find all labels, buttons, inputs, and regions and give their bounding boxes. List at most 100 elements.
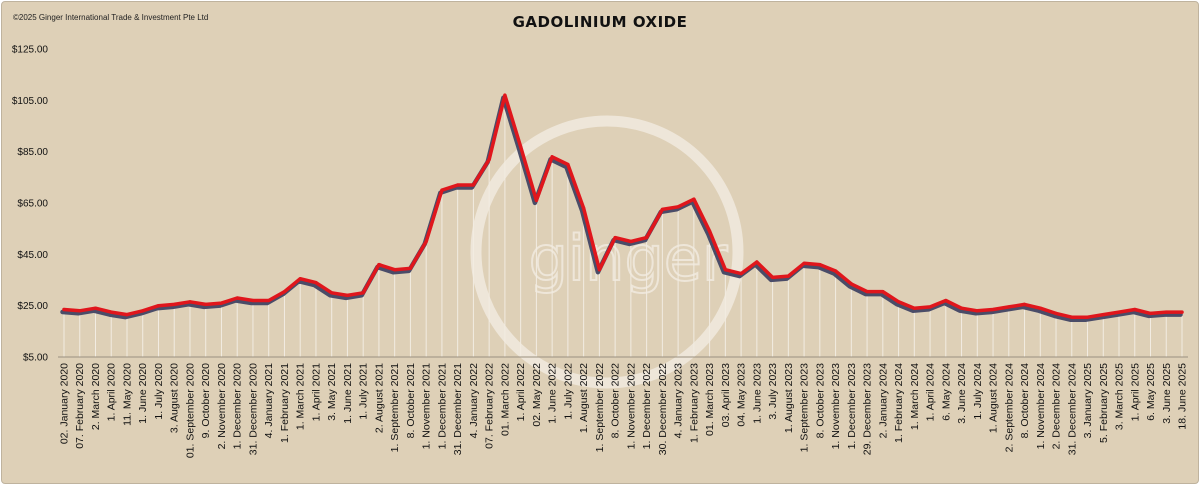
- data-point: [188, 300, 192, 304]
- data-point: [597, 268, 601, 272]
- data-point: [408, 266, 413, 271]
- data-point: [723, 268, 727, 272]
- x-tick-label: 11. May 2020: [121, 363, 133, 426]
- y-tick-label: $125.00: [12, 45, 49, 56]
- data-point: [534, 198, 538, 203]
- x-tick-label: 30. December 2022: [657, 363, 669, 455]
- x-tick-label: 2. November 2020: [216, 363, 228, 450]
- x-tick-label: 1. June 2022: [547, 363, 559, 424]
- data-point: [660, 207, 664, 212]
- x-tick-label: 01. March 2023: [704, 363, 716, 436]
- x-tick-label: 1. November 2022: [625, 363, 637, 450]
- data-point: [93, 306, 98, 310]
- y-tick-label: $45.00: [17, 250, 48, 261]
- x-tick-label: 1. April 2021: [310, 363, 322, 422]
- x-tick-label: 6. May 2025: [1145, 363, 1157, 421]
- x-tick-label: 1. August 2022: [578, 363, 590, 433]
- data-point: [440, 188, 444, 192]
- x-axis-ticks: 02. January 2020 07. February 2020 2. Marc…: [59, 363, 1189, 458]
- data-point: [1133, 307, 1137, 312]
- x-tick-label: 2. January 2024: [877, 363, 889, 438]
- y-tick-label: $65.00: [17, 199, 48, 210]
- x-tick-label: 3. July 2023: [767, 363, 779, 420]
- x-tick-label: 1. December 2020: [232, 363, 244, 450]
- data-point: [78, 309, 82, 313]
- data-point: [503, 93, 507, 97]
- watermark-ring: [470, 115, 744, 389]
- data-point: [471, 183, 476, 187]
- x-tick-label: 5. February 2025: [1098, 363, 1110, 443]
- data-point: [361, 291, 365, 295]
- data-point: [739, 271, 743, 276]
- data-point: [676, 205, 680, 209]
- data-point: [786, 274, 790, 278]
- copyright-text: ©2025 Ginger International Trade & Inves…: [13, 13, 209, 22]
- x-tick-label: 1. June 2023: [751, 363, 763, 424]
- x-tick-label: 3. January 2025: [1082, 363, 1094, 438]
- x-tick-label: 8. October 2024: [1019, 363, 1031, 438]
- x-tick-label: 1. February 2021: [279, 363, 291, 443]
- data-point: [235, 296, 239, 300]
- x-tick-label: 1. November 2021: [421, 363, 433, 450]
- data-point: [928, 305, 932, 309]
- x-tick-label: 1. April 2025: [1129, 363, 1141, 422]
- data-point: [282, 289, 287, 294]
- x-tick-label: 1. June 2020: [137, 363, 149, 424]
- data-point: [487, 157, 491, 161]
- watermark: ginger: [470, 115, 744, 389]
- x-tick-label: 1. September 2021: [389, 363, 401, 452]
- x-tick-label: 3. August 2020: [169, 363, 181, 433]
- data-point: [345, 293, 350, 297]
- data-point: [1101, 313, 1105, 317]
- data-point: [944, 298, 948, 303]
- x-tick-label: 1. February 2024: [893, 363, 905, 443]
- x-tick-label: 1. March 2024: [909, 363, 921, 430]
- data-point: [1070, 315, 1074, 319]
- x-tick-label: 31. December 2024: [1066, 363, 1078, 455]
- chart-title: GADOLINIUM OXIDE: [512, 13, 688, 31]
- data-point: [1085, 315, 1090, 319]
- series-line: [62, 93, 1184, 319]
- x-tick-label: 1. December 2021: [436, 363, 448, 450]
- x-tick-label: 04. May 2023: [736, 363, 748, 427]
- watermark-text: ginger: [529, 222, 728, 295]
- y-axis-ticks: $5.00 $25.00 $45.00 $65.00 $85.00 $105.00 $125…: [12, 45, 49, 364]
- x-tick-label: 3. March 2025: [1114, 363, 1126, 430]
- data-point: [219, 301, 224, 305]
- data-point: [912, 306, 916, 310]
- x-tick-label: 1. July 2024: [972, 363, 984, 420]
- x-tick-label: 6. May 2024: [940, 363, 952, 421]
- x-tick-label: 07. February 2020: [74, 363, 86, 449]
- x-tick-label: 29. December 2023: [862, 363, 874, 455]
- data-point: [424, 239, 428, 244]
- data-point: [692, 197, 696, 201]
- x-tick-label: 1. March 2021: [295, 363, 307, 430]
- data-point: [849, 282, 853, 286]
- data-point: [377, 263, 381, 267]
- data-point: [975, 309, 979, 313]
- x-tick-label: 3. June 2025: [1161, 363, 1173, 424]
- data-point: [645, 236, 649, 240]
- x-tick-label: 1. December 2023: [846, 363, 858, 450]
- x-tick-label: 01. March 2022: [499, 363, 511, 436]
- x-tick-label: 2. August 2021: [373, 363, 385, 433]
- y-tick-label: $85.00: [17, 147, 48, 158]
- x-tick-label: 4. January 2023: [673, 363, 685, 438]
- data-point: [141, 309, 145, 313]
- data-point: [519, 144, 523, 149]
- x-tick-label: 1. August 2023: [783, 363, 795, 433]
- x-tick-label: 1. December 2022: [641, 363, 653, 450]
- data-point: [550, 155, 554, 159]
- data-point: [629, 239, 633, 244]
- x-tick-label: 3. May 2021: [326, 363, 338, 421]
- x-tick-label: 1. September 2023: [799, 363, 811, 452]
- x-tick-label: 8. October 2022: [610, 363, 622, 438]
- x-tick-label: 2. December 2024: [1051, 363, 1063, 450]
- x-tick-label: 07. February 2022: [484, 363, 496, 449]
- data-point: [314, 280, 318, 285]
- data-point: [393, 268, 397, 272]
- x-tick-label: 03. April 2023: [720, 363, 732, 427]
- x-tick-label: 1. July 2020: [153, 363, 165, 420]
- data-point: [896, 300, 901, 304]
- x-tick-label: 1. August 2024: [988, 363, 1000, 433]
